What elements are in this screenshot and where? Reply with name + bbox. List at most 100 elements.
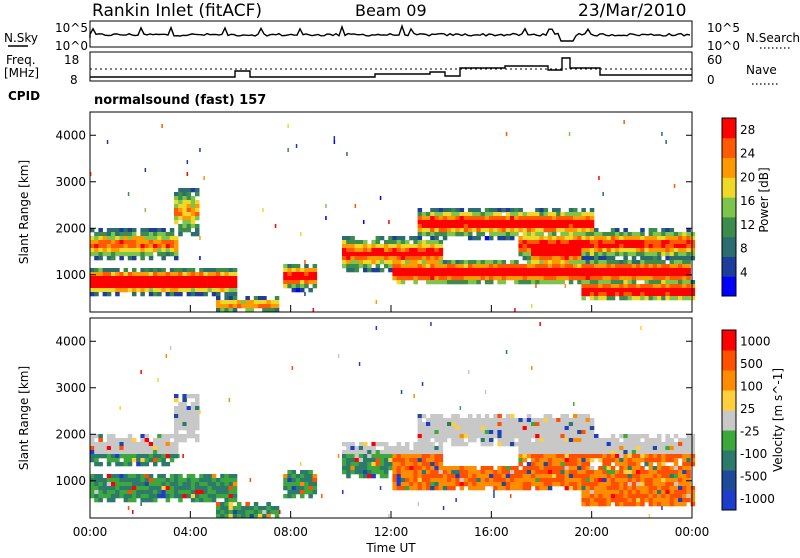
heatmap-cell xyxy=(312,478,318,483)
heatmap-cell xyxy=(98,446,103,451)
heatmap-cell xyxy=(102,446,108,451)
heatmap-cell xyxy=(585,454,591,459)
heatmap-cell xyxy=(610,252,616,257)
heatmap-cell xyxy=(190,410,196,415)
heatmap-cell xyxy=(552,442,557,447)
heatmap-cell xyxy=(379,470,385,475)
heatmap-cell xyxy=(106,490,112,495)
heatmap-cell xyxy=(652,280,658,285)
heatmap-cell xyxy=(589,236,595,241)
heatmap-cell xyxy=(262,300,267,305)
heatmap-cell xyxy=(232,280,238,285)
heatmap-cell xyxy=(598,442,603,447)
heatmap-cell xyxy=(178,406,183,411)
heatmap-cell xyxy=(640,260,645,265)
heatmap-cell xyxy=(577,478,582,483)
heatmap-cell xyxy=(577,244,582,249)
heatmap-cell xyxy=(132,244,137,249)
heatmap-cell xyxy=(501,228,507,233)
y-tick-label: 4000 xyxy=(55,334,86,348)
heatmap-cell xyxy=(547,268,553,273)
heatmap-cell xyxy=(463,434,469,439)
heatmap-cell xyxy=(476,232,481,237)
heatmap-cell xyxy=(287,280,292,285)
heatmap-cell xyxy=(669,486,675,491)
heatmap-cell xyxy=(581,498,586,503)
heatmap-cell xyxy=(547,252,553,257)
heatmap-cell xyxy=(123,228,129,233)
heatmap-cell xyxy=(535,418,540,423)
heatmap-cell xyxy=(489,224,494,229)
heatmap-cell xyxy=(602,256,607,261)
heatmap-cell xyxy=(153,498,158,503)
heatmap-cell xyxy=(421,474,427,479)
heatmap-cell xyxy=(560,434,565,439)
heatmap-cell xyxy=(190,220,196,225)
heatmap-cell xyxy=(115,442,120,447)
heatmap-cell xyxy=(623,256,628,261)
heatmap-cell xyxy=(165,446,171,451)
heatmap-cell xyxy=(514,470,519,475)
heatmap-cell xyxy=(573,272,578,277)
heatmap-cell xyxy=(640,482,645,487)
heatmap-cell xyxy=(190,272,196,277)
heatmap-cell xyxy=(547,212,553,217)
heatmap-cell xyxy=(535,434,540,439)
heatmap-cell xyxy=(123,478,129,483)
heatmap-cell xyxy=(690,438,696,443)
heatmap-cell xyxy=(510,272,515,277)
heatmap-cell xyxy=(199,474,204,479)
heatmap-cell xyxy=(98,268,103,273)
heatmap-cell xyxy=(636,252,641,257)
heatmap-cell xyxy=(568,256,574,261)
heatmap-cell xyxy=(501,426,507,431)
heatmap-cell xyxy=(98,454,103,459)
heatmap-cell xyxy=(426,212,431,217)
heatmap-cell xyxy=(119,228,124,233)
heatmap-cell xyxy=(573,418,578,423)
heatmap-cell xyxy=(346,260,351,265)
heatmap-cell xyxy=(325,216,327,220)
heatmap-cell xyxy=(438,454,444,459)
heatmap-cell xyxy=(615,474,620,479)
heatmap-cell xyxy=(636,288,641,293)
heatmap-cell xyxy=(665,268,670,273)
heatmap-cell xyxy=(195,406,200,411)
heatmap-cell xyxy=(640,232,645,237)
heatmap-cell xyxy=(413,478,418,483)
heatmap-cell xyxy=(434,240,439,245)
heatmap-cell xyxy=(514,208,519,213)
heatmap-cell xyxy=(552,268,557,273)
heatmap-cell xyxy=(312,474,318,479)
heatmap-cell xyxy=(153,454,158,459)
heatmap-cell xyxy=(526,478,532,483)
heatmap-cell xyxy=(178,200,183,205)
heatmap-cell xyxy=(636,502,641,507)
heatmap-cell xyxy=(228,276,234,281)
heatmap-cell xyxy=(589,438,595,443)
heatmap-cell xyxy=(585,438,591,443)
heatmap-cell xyxy=(610,474,616,479)
heatmap-cell xyxy=(568,442,574,447)
heatmap-cell xyxy=(619,288,624,293)
heatmap-cell xyxy=(140,280,145,285)
heatmap-cell xyxy=(447,482,452,487)
heatmap-cell xyxy=(346,446,351,451)
heatmap-cell xyxy=(182,478,187,483)
heatmap-cell xyxy=(505,268,511,273)
heatmap-cell xyxy=(426,272,431,277)
heatmap-cell xyxy=(379,256,385,261)
heatmap-cell xyxy=(207,498,213,503)
heatmap-cell xyxy=(686,276,691,281)
heatmap-cell xyxy=(442,268,448,273)
heatmap-cell xyxy=(589,276,595,281)
heatmap-cell xyxy=(346,454,351,459)
heatmap-cell xyxy=(119,478,124,483)
heatmap-cell xyxy=(136,454,141,459)
heatmap-cell xyxy=(106,280,112,285)
heatmap-cell xyxy=(522,212,528,217)
heatmap-cell xyxy=(417,478,423,483)
heatmap-cell xyxy=(405,454,410,459)
heatmap-cell xyxy=(673,260,679,265)
heatmap-cell xyxy=(598,272,603,277)
